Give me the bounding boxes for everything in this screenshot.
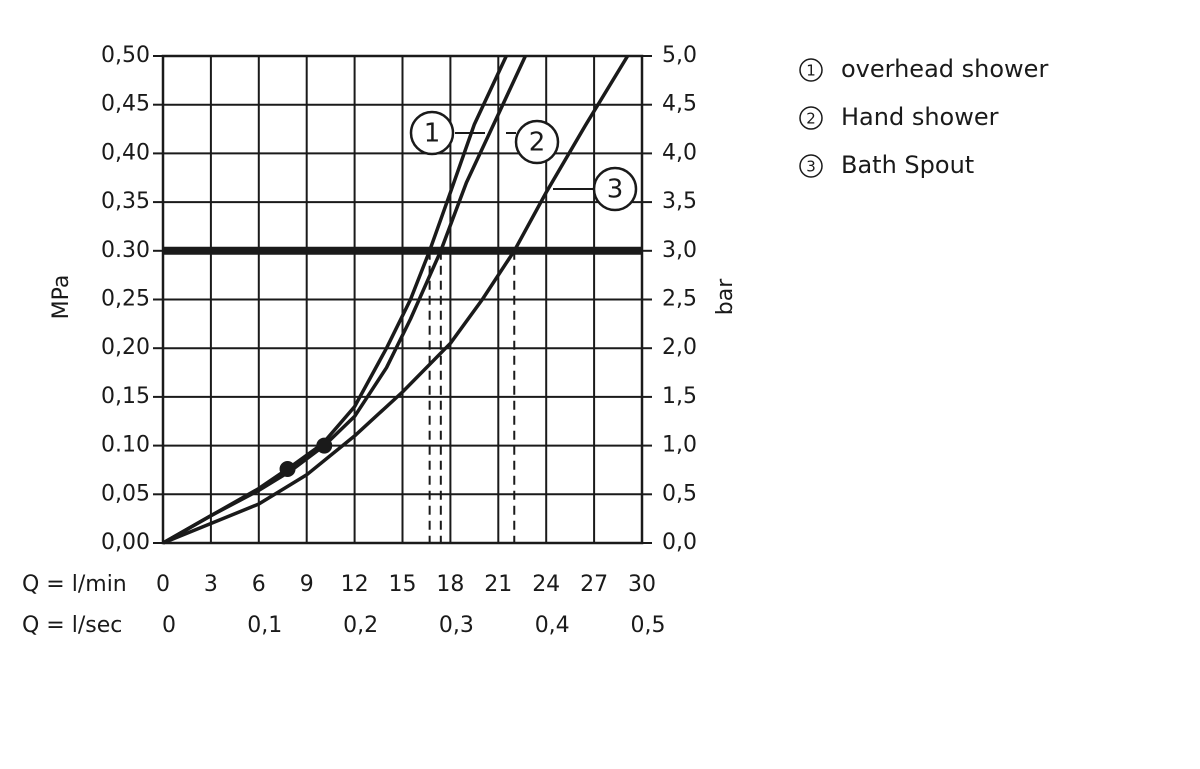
y-tick-label: 0.30 xyxy=(101,238,150,263)
callout-circle xyxy=(409,110,455,156)
y-tick-label: 0,45 xyxy=(101,92,150,117)
x-tick-label: 3 xyxy=(204,572,218,597)
legend-marker-label: 1 xyxy=(806,62,816,80)
y2-tick-label: 4,0 xyxy=(662,140,697,165)
y2-tick-label: 3,5 xyxy=(662,189,697,214)
x2-tick-label: 0,1 xyxy=(247,613,282,638)
x2-tick-label: 0,3 xyxy=(439,613,474,638)
y-tick-label: 0,00 xyxy=(101,530,150,555)
callout-label: 3 xyxy=(607,175,624,205)
x-tick-label: 15 xyxy=(389,572,417,597)
y-tick-label: 0,40 xyxy=(101,140,150,165)
x2-tick-label: 0,5 xyxy=(631,613,666,638)
x-tick-label: 12 xyxy=(341,572,369,597)
x2-tick-label: 0,2 xyxy=(343,613,378,638)
x-tick-label: 30 xyxy=(628,572,656,597)
y2-tick-label: 2,5 xyxy=(662,287,697,312)
y2-tick-label: 0,5 xyxy=(662,481,697,506)
callout-circle xyxy=(514,119,560,165)
y-tick-label: 0,20 xyxy=(101,335,150,360)
y2-tick-label: 1,0 xyxy=(662,433,697,458)
y-tick-label: 0,50 xyxy=(101,43,150,68)
x-tick-label: 24 xyxy=(532,572,560,597)
legend-marker-label: 3 xyxy=(806,158,816,176)
x-tick-label: 21 xyxy=(484,572,512,597)
callout-label: 1 xyxy=(424,119,441,149)
y2-tick-label: 0,0 xyxy=(662,530,697,555)
plot-frame xyxy=(161,54,644,545)
y-tick-label: 0,05 xyxy=(101,481,150,506)
y-axis-label: MPa xyxy=(49,275,74,320)
x2-axis-label: Q = l/sec xyxy=(22,613,122,638)
legend-marker xyxy=(799,106,823,130)
legend-label: Bath Spout xyxy=(841,151,974,179)
y2-tick-label: 4,5 xyxy=(662,92,697,117)
point xyxy=(279,460,296,477)
legend-marker-label: 2 xyxy=(806,110,816,128)
y-tick-label: 0,15 xyxy=(101,384,150,409)
x2-tick-label: 0,4 xyxy=(535,613,570,638)
legend-label: overhead shower xyxy=(841,55,1048,83)
y2-tick-label: 1,5 xyxy=(662,384,697,409)
point xyxy=(316,437,333,454)
legend-marker xyxy=(799,58,823,82)
x-tick-label: 0 xyxy=(156,572,170,597)
curve xyxy=(162,55,527,545)
y-tick-label: 0,25 xyxy=(101,287,150,312)
callout-label: 2 xyxy=(529,128,546,158)
y2-tick-label: 3,0 xyxy=(662,238,697,263)
callout-circle xyxy=(592,166,638,212)
y2-tick-label: 5,0 xyxy=(662,43,697,68)
y2-tick-label: 2,0 xyxy=(662,335,697,360)
legend-marker xyxy=(799,154,823,178)
x2-tick-label: 0 xyxy=(162,613,176,638)
legend-label: Hand shower xyxy=(841,103,999,131)
x-tick-label: 9 xyxy=(300,572,314,597)
y-tick-label: 0,35 xyxy=(101,189,150,214)
y2-axis-label: bar xyxy=(713,278,738,315)
curve xyxy=(162,55,630,545)
x-tick-label: 6 xyxy=(252,572,266,597)
x-axis-label: Q = l/min xyxy=(22,572,127,597)
x-tick-label: 18 xyxy=(436,572,464,597)
y-tick-label: 0.10 xyxy=(101,433,150,458)
x-tick-label: 27 xyxy=(580,572,608,597)
